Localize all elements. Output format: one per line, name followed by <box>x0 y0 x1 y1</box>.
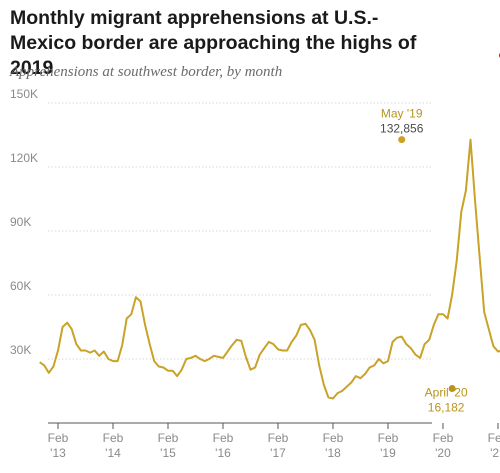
x-tick-label-month: Feb <box>378 431 399 445</box>
x-tick-label-year: '19 <box>380 446 396 460</box>
annotation-label: May '19 <box>381 107 423 121</box>
x-tick-label-month: Feb <box>323 431 344 445</box>
annotation-value: 16,182 <box>428 400 465 414</box>
april-20-point <box>448 384 456 392</box>
x-axis-ticks: Feb'13Feb'14Feb'15Feb'16Feb'17Feb'18Feb'… <box>48 423 500 460</box>
x-tick-label-month: Feb <box>48 431 69 445</box>
x-tick-label-year: '18 <box>325 446 341 460</box>
x-tick-label-month: Feb <box>158 431 179 445</box>
x-tick-label-year: '14 <box>105 446 121 460</box>
annotation-value: 132,856 <box>380 122 424 136</box>
x-tick-label-year: '16 <box>215 446 231 460</box>
x-tick-label-month: Feb <box>103 431 124 445</box>
y-tick-label: 150K <box>10 87 38 101</box>
y-tick-label: 30K <box>10 343 31 357</box>
x-tick-label-month: Feb <box>213 431 234 445</box>
y-tick-label: 90K <box>10 215 31 229</box>
y-tick-label: 120K <box>10 151 38 165</box>
series-line <box>39 138 500 400</box>
x-tick-label-month: Feb <box>433 431 454 445</box>
annotation-label: April '20 <box>425 385 468 399</box>
x-tick-label-month: Feb <box>268 431 289 445</box>
x-tick-label-year: '21 <box>490 446 500 460</box>
x-tick-label-year: '20 <box>435 446 451 460</box>
x-tick-label-year: '13 <box>50 446 66 460</box>
x-tick-label-month: Feb <box>488 431 500 445</box>
chart-title: Monthly migrant apprehensions at U.S.-Me… <box>10 7 417 79</box>
chart-subtitle: Apprehensions at southwest border, by mo… <box>10 64 283 80</box>
y-axis-tick-labels: 30K 60K 90K 120K 150K <box>10 87 38 357</box>
y-tick-label: 60K <box>10 279 31 293</box>
may-19-point <box>398 136 406 144</box>
grid-lines <box>48 102 432 360</box>
x-tick-label-year: '17 <box>270 446 286 460</box>
series-lines <box>39 138 500 400</box>
x-tick-label-year: '15 <box>160 446 176 460</box>
